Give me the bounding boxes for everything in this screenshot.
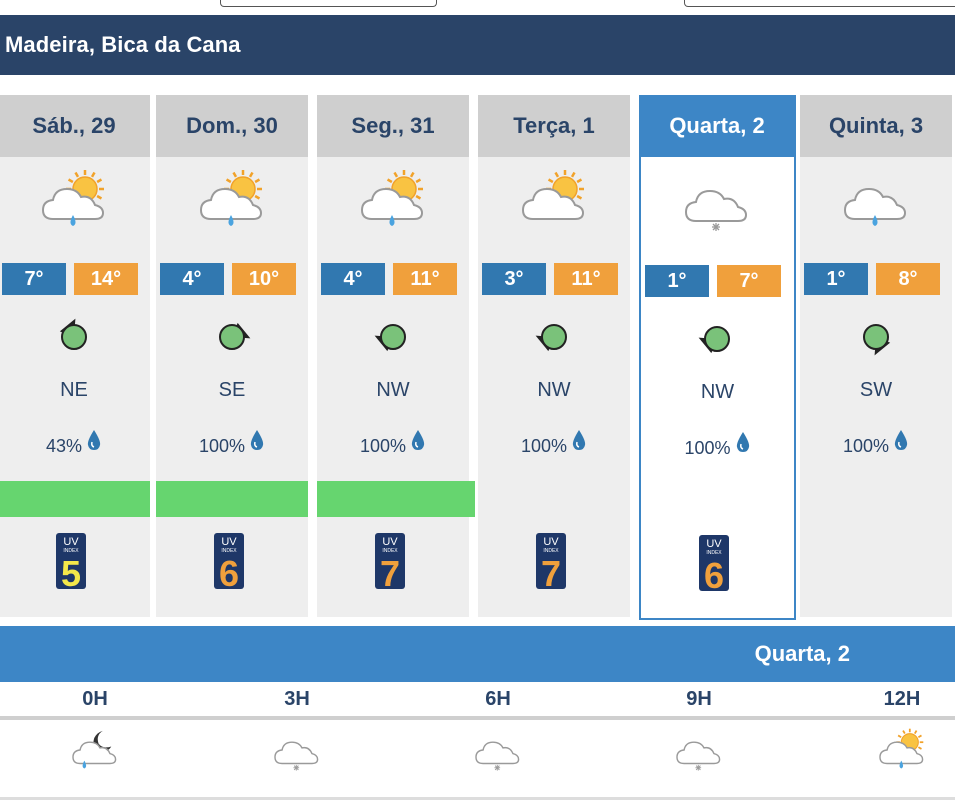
cloud-rain-icon: [841, 169, 911, 231]
sun-cloud-rain-icon: [877, 728, 927, 772]
svg-text:INDEX: INDEX: [63, 548, 79, 554]
raindrop-icon: [410, 429, 426, 451]
precipitation: 100%: [156, 430, 308, 457]
svg-text:INDEX: INDEX: [382, 548, 398, 554]
min-temp: 1°: [645, 265, 709, 297]
precipitation: 100%: [317, 430, 469, 457]
moon-cloud-rain-icon: [70, 728, 120, 772]
uv-index-icon: UV INDEX 6: [699, 535, 729, 596]
precipitation: 100%: [641, 432, 794, 459]
selected-day-band: Quarta, 2: [0, 626, 955, 682]
top-input-left[interactable]: [220, 0, 437, 7]
raindrop-icon: [735, 431, 751, 453]
svg-text:UV: UV: [382, 536, 398, 548]
max-temp: 11°: [393, 263, 457, 295]
svg-text:INDEX: INDEX: [221, 548, 237, 554]
wind-direction-icon: [373, 317, 413, 357]
location-header: Madeira, Bica da Cana: [0, 15, 955, 75]
cloud-snow-icon: [682, 171, 752, 233]
uv-index-icon: UV INDEX 6: [214, 533, 244, 594]
daily-forecast: Sáb., 29 7° 14° NE 43% UV INDEX 5 Dom., 30…: [0, 95, 955, 620]
day-title: Quinta, 3: [800, 95, 952, 157]
precipitation: 100%: [478, 430, 630, 457]
svg-text:6: 6: [704, 555, 724, 591]
precip-bar: [156, 481, 308, 517]
day-card[interactable]: Quinta, 3 1° 8° SW 100%: [800, 95, 952, 617]
cloud-snow-icon: [674, 728, 724, 772]
precipitation: 100%: [800, 430, 952, 457]
top-input-right[interactable]: [684, 0, 955, 7]
raindrop-icon: [86, 429, 102, 451]
wind-direction-icon: [697, 319, 737, 359]
wind-direction-icon: [212, 317, 252, 357]
hour-label: 6H: [485, 688, 511, 710]
svg-text:5: 5: [61, 553, 81, 589]
sun-cloud-rain-icon: [197, 169, 267, 231]
wind-direction-icon: [54, 317, 94, 357]
uv-index-icon: UV INDEX 7: [536, 533, 566, 594]
min-temp: 4°: [160, 263, 224, 295]
hour-label: 12H: [883, 688, 921, 710]
day-card[interactable]: Seg., 31 4° 11° NW 100% UV INDEX 7: [317, 95, 475, 617]
uv-index-icon: UV INDEX 5: [56, 533, 86, 594]
day-card[interactable]: Terça, 1 3° 11° NW 100% UV INDEX 7: [478, 95, 630, 617]
hour-label: 3H: [284, 688, 310, 710]
uv-index-icon: [858, 533, 888, 589]
wind-direction: SW: [859, 379, 893, 401]
max-temp: 10°: [232, 263, 296, 295]
svg-text:7: 7: [380, 553, 400, 589]
cloud-snow-icon: [473, 728, 523, 772]
top-controls: [0, 0, 955, 12]
sun-cloud-rain-icon: [358, 169, 428, 231]
svg-text:UV: UV: [221, 536, 237, 548]
max-temp: 14°: [74, 263, 138, 295]
day-card[interactable]: Sáb., 29 7° 14° NE 43% UV INDEX 5: [0, 95, 150, 617]
precipitation: 43%: [0, 430, 150, 457]
hour-label: 9H: [686, 688, 712, 710]
svg-text:INDEX: INDEX: [706, 550, 722, 556]
max-temp: 11°: [554, 263, 618, 295]
wind-direction-icon: [534, 317, 574, 357]
day-title: Sáb., 29: [0, 95, 150, 157]
svg-text:UV: UV: [63, 536, 79, 548]
wind-direction: SE: [218, 379, 246, 401]
max-temp: 7°: [717, 265, 781, 297]
svg-text:6: 6: [219, 553, 239, 589]
svg-text:7: 7: [541, 553, 561, 589]
max-temp: 8°: [876, 263, 940, 295]
day-title: Seg., 31: [317, 95, 469, 157]
day-card[interactable]: Quarta, 2 1° 7° NW 100% UV INDEX 6: [639, 95, 796, 620]
day-title: Quarta, 2: [639, 95, 795, 157]
location-title: Madeira, Bica da Cana: [5, 32, 241, 57]
precip-bar: [0, 481, 150, 517]
sun-cloud-icon: [519, 169, 589, 231]
day-card[interactable]: Dom., 30 4° 10° SE 100% UV INDEX 6: [156, 95, 308, 617]
cloud-snow-icon: [272, 728, 322, 772]
wind-direction: NE: [60, 379, 88, 401]
day-title: Terça, 1: [478, 95, 630, 157]
sun-cloud-rain-icon: [39, 169, 109, 231]
wind-direction: NW: [537, 379, 571, 401]
bottom-divider: [0, 797, 955, 800]
uv-index-icon: UV INDEX 7: [375, 533, 405, 594]
day-title: Dom., 30: [156, 95, 308, 157]
hour-label: 0H: [82, 688, 108, 710]
svg-text:UV: UV: [543, 536, 559, 548]
raindrop-icon: [571, 429, 587, 451]
raindrop-icon: [893, 429, 909, 451]
min-temp: 7°: [2, 263, 66, 295]
min-temp: 4°: [321, 263, 385, 295]
selected-day-label: Quarta, 2: [754, 641, 850, 666]
min-temp: 1°: [804, 263, 868, 295]
raindrop-icon: [249, 429, 265, 451]
svg-text:UV: UV: [706, 538, 722, 550]
svg-text:INDEX: INDEX: [543, 548, 559, 554]
wind-direction: NW: [700, 381, 735, 403]
wind-direction-icon: [856, 317, 896, 357]
min-temp: 3°: [482, 263, 546, 295]
hour-divider: [0, 716, 955, 720]
precip-bar: [317, 481, 475, 517]
wind-direction: NW: [376, 379, 410, 401]
